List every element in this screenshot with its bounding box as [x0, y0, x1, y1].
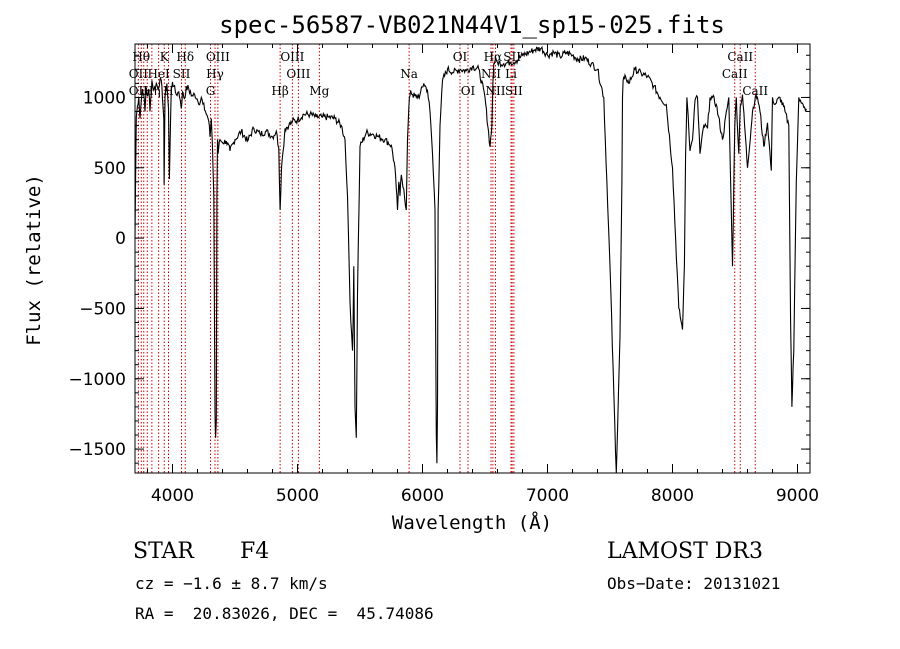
line-label: Hβ	[271, 84, 288, 98]
y-tick-label: −1000	[68, 370, 126, 390]
line-label: CaII	[722, 67, 748, 81]
y-tick-label: 500	[94, 159, 126, 179]
line-label: Hα	[484, 50, 503, 64]
x-tick-label: 5000	[276, 486, 319, 506]
line-label: OI	[453, 50, 468, 64]
x-tick-label: 4000	[151, 486, 194, 506]
x-tick-label: 6000	[401, 486, 444, 506]
line-markers	[137, 44, 756, 473]
line-label: Hδ	[176, 50, 194, 64]
line-label: OIII	[286, 67, 310, 81]
y-axis-ticks: −1500 −1000 −500 0 500 1000	[68, 54, 810, 464]
y-tick-label: 0	[115, 229, 126, 249]
line-label: CaII	[727, 50, 753, 64]
x-axis-ticks: 4000 5000 6000 7000 8000 9000	[147, 44, 819, 506]
line-label: Hθ	[132, 50, 150, 64]
object-class: STAR	[133, 539, 194, 564]
line-label: HeI	[147, 67, 170, 81]
line-label: K	[160, 50, 170, 64]
redshift-cz: cz = −1.6 ± 8.7 km/s	[135, 574, 328, 593]
survey-name: LAMOST DR3	[607, 539, 763, 564]
line-label: SII	[503, 50, 521, 64]
chart-title: spec-56587-VB021N44V1_sp15-025.fits	[219, 11, 725, 39]
spectrum-line	[134, 45, 807, 474]
line-label: OIII	[280, 50, 304, 64]
x-tick-label: 9000	[776, 486, 819, 506]
line-label: Mg	[309, 84, 329, 98]
coordinates: RA = 20.83026, DEC = 45.74086	[135, 604, 434, 623]
line-label: OIII	[206, 50, 230, 64]
line-label: OII	[129, 67, 149, 81]
subclass: F4	[240, 539, 270, 564]
line-label: SII	[505, 84, 523, 98]
line-label: Na	[400, 67, 418, 81]
x-axis-label: Wavelength (Å)	[392, 511, 552, 534]
line-label: CaII	[742, 84, 768, 98]
line-label: SII	[173, 67, 191, 81]
y-axis-label: Flux (relative)	[23, 174, 45, 346]
y-tick-label: 1000	[83, 88, 126, 108]
x-tick-label: 7000	[526, 486, 569, 506]
line-label: NII	[481, 67, 501, 81]
obs-date: Obs−Date: 20131021	[607, 574, 781, 593]
y-tick-label: −1500	[68, 440, 126, 460]
line-label: Hγ	[206, 67, 224, 81]
line-label: Li	[505, 67, 517, 81]
line-label: H	[163, 84, 173, 98]
y-tick-label: −500	[79, 299, 126, 319]
plot-frame	[134, 43, 811, 474]
line-label: OI	[461, 84, 476, 98]
line-label: G	[206, 84, 216, 98]
line-label: NII	[486, 84, 506, 98]
x-tick-label: 8000	[651, 486, 694, 506]
